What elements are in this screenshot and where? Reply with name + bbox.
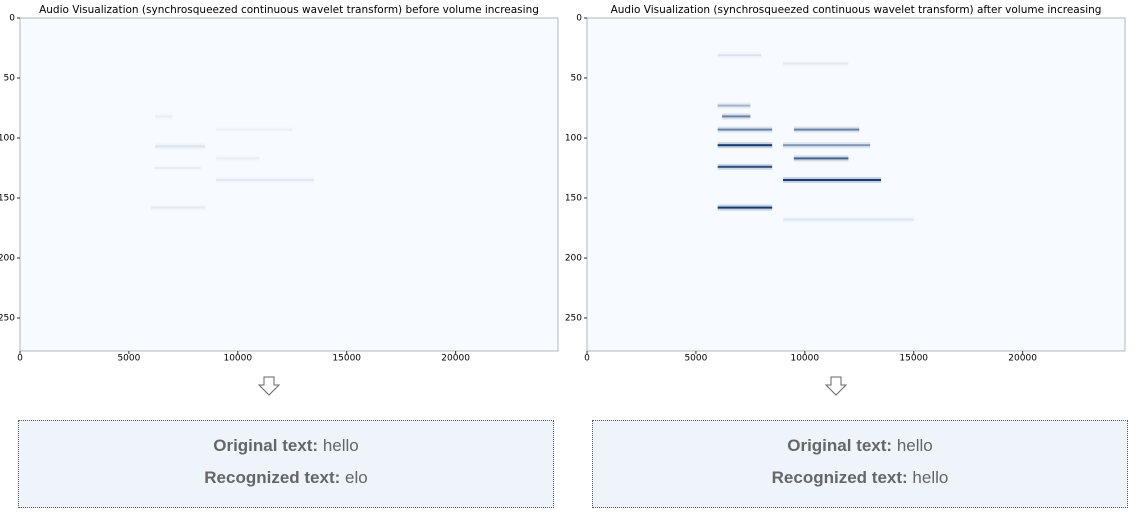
label: Original text: — [213, 436, 319, 455]
streak — [783, 144, 871, 147]
streak — [216, 157, 260, 160]
y-tick-label: 200 — [565, 254, 582, 264]
y-tick-label: 250 — [0, 314, 15, 324]
streak — [717, 104, 751, 107]
y-tick-label: 100 — [565, 134, 582, 144]
streak — [783, 218, 914, 221]
streak — [155, 167, 201, 169]
streak — [717, 206, 773, 209]
down-arrow — [824, 376, 848, 396]
x-tick-label: 20000 — [1008, 354, 1037, 364]
x-tick-label: 15000 — [899, 354, 928, 364]
y-tick-label: 200 — [0, 254, 15, 264]
chart-title: Audio Visualization (synchrosqueezed con… — [39, 4, 539, 16]
label: Recognized text: — [771, 468, 908, 487]
y-tick-label: 150 — [0, 194, 15, 204]
x-tick-label: 10000 — [223, 354, 252, 364]
streak — [783, 179, 882, 181]
streak — [717, 128, 773, 131]
streak — [722, 115, 751, 118]
text: elo — [345, 468, 368, 487]
x-tick-label: 0 — [17, 354, 23, 364]
x-tick-label: 15000 — [332, 354, 361, 364]
streak — [150, 206, 206, 209]
label: Recognized text: — [204, 468, 341, 487]
x-tick-label: 10000 — [790, 354, 819, 364]
recognized-line: Recognized text: elo — [19, 462, 553, 494]
y-tick-label: 100 — [0, 134, 15, 144]
x-tick-label: 5000 — [117, 354, 140, 364]
plot-area — [586, 17, 1126, 352]
caption-box: Original text: hello Recognized text: he… — [592, 420, 1128, 508]
text: hello — [912, 468, 949, 487]
plot-area — [19, 17, 559, 352]
streak — [717, 165, 773, 168]
y-tick-label: 250 — [565, 314, 582, 324]
x-tick-label: 20000 — [441, 354, 470, 364]
streak — [216, 179, 315, 181]
y-tick-label: 50 — [4, 74, 16, 84]
y-tick-label: 50 — [571, 74, 583, 84]
original-line: Original text: hello — [593, 430, 1127, 462]
y-tick-label: 150 — [565, 194, 582, 204]
recognized-line: Recognized text: hello — [593, 462, 1127, 494]
chart-title: Audio Visualization (synchrosqueezed con… — [611, 4, 1102, 16]
label: Original text: — [787, 436, 893, 455]
caption-box: Original text: hello Recognized text: el… — [18, 420, 554, 508]
streak — [155, 115, 173, 118]
text: hello — [896, 436, 933, 455]
streak — [216, 128, 293, 131]
streak — [717, 54, 762, 57]
streak — [717, 144, 773, 147]
x-tick-label: 5000 — [684, 354, 707, 364]
y-tick-label: 0 — [9, 14, 15, 24]
streak — [783, 62, 849, 65]
x-tick-label: 0 — [584, 354, 590, 364]
streak — [793, 128, 860, 131]
figure: Audio Visualization (synchrosqueezed con… — [0, 4, 1126, 396]
down-arrow — [257, 376, 281, 396]
original-line: Original text: hello — [19, 430, 553, 462]
y-tick-label: 0 — [576, 14, 582, 24]
text: hello — [322, 436, 359, 455]
streak — [155, 145, 206, 148]
streak — [793, 157, 849, 160]
